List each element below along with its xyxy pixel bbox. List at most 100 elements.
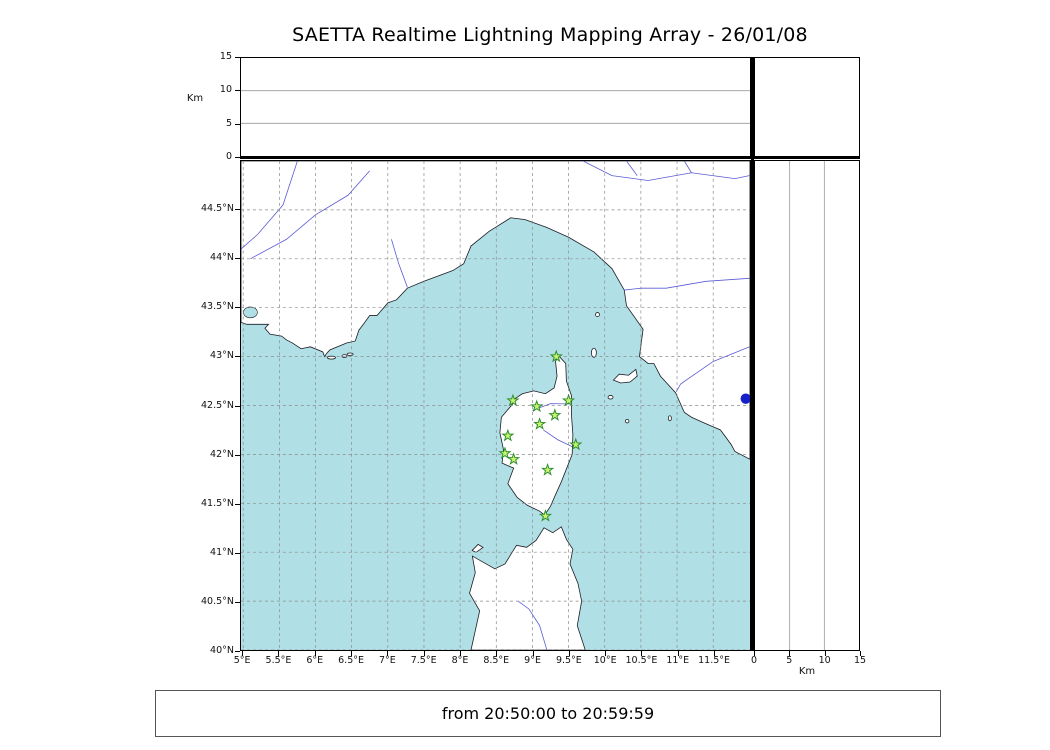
lon-tick-label: 9.5°E: [555, 655, 582, 666]
levant-island: [346, 352, 354, 356]
lon-tick-label: 7.5°E: [410, 655, 437, 666]
asinara-island: [471, 543, 484, 553]
lightning-source-dot: [740, 393, 750, 404]
time-range-bar: from 20:50:00 to 20:59:59: [155, 690, 941, 737]
river-tavignano: [543, 429, 573, 447]
river-rhone: [241, 161, 298, 250]
lat-tick-label: 40°N: [210, 645, 234, 656]
lon-axis-tick: [532, 651, 534, 656]
lat-tick-label: 42°N: [210, 448, 234, 460]
giglio-island: [667, 415, 672, 422]
lon-tick-label: 11.5°E: [698, 655, 731, 666]
lat-axis-tick: [235, 258, 240, 260]
altitude-tick-label: 10: [219, 84, 232, 96]
lat-axis-tick: [235, 405, 240, 407]
altitude-axis-tick: [235, 123, 240, 125]
river-po-tributary-1: [626, 161, 638, 176]
river-po-tributary-2: [683, 161, 692, 173]
lon-tick-label: 8.5°E: [483, 655, 510, 666]
station-marker: [561, 393, 576, 407]
elba-island: [612, 368, 638, 384]
station-markers: [498, 349, 583, 522]
lon-tick-label: 7°E: [378, 655, 396, 666]
land-masses: [241, 161, 750, 650]
lat-axis-tick: [235, 651, 240, 652]
station-marker: [507, 452, 521, 466]
altitude-axis-tick: [235, 57, 240, 58]
river-arno: [624, 277, 750, 291]
station-marker: [506, 393, 520, 407]
lat-tick-label: 40.5°N: [200, 595, 234, 607]
time-range-text: from 20:50:00 to 20:59:59: [441, 704, 655, 723]
lat-tick-label: 41°N: [210, 546, 234, 558]
lon-axis-tick: [714, 651, 716, 656]
altitude-axis-unit-label-top: Km: [186, 93, 204, 104]
station-marker: [530, 399, 544, 413]
lon-axis-tick: [641, 651, 643, 656]
lat-axis-tick: [235, 209, 240, 211]
altitude-axis-unit-label-right: Km: [798, 666, 816, 677]
altitude-tick-label: 0: [225, 151, 232, 162]
altitude-axis-tick: [860, 651, 861, 656]
station-marker: [538, 509, 553, 522]
panel-divider-horizontal: [240, 156, 860, 159]
lon-axis-tick: [278, 651, 280, 656]
map-gridlines: [241, 161, 750, 650]
lon-tick-label: 8°E: [451, 655, 469, 666]
station-marker: [548, 408, 562, 421]
lat-axis-tick: [235, 356, 240, 358]
map-panel: [240, 160, 751, 651]
altitude-tick-label: 5: [786, 655, 793, 666]
lon-tick-label: 10.5°E: [625, 655, 658, 666]
lon-axis-tick: [605, 651, 607, 656]
altitude-axis-tick: [754, 651, 755, 656]
panel-divider-vertical: [751, 57, 754, 651]
station-marker: [532, 417, 547, 430]
altitude-axis-tick: [235, 157, 240, 158]
altitude-tick-label: 0: [750, 655, 758, 666]
lon-axis-tick: [496, 651, 498, 656]
port-cros-island: [341, 354, 348, 358]
altitude-latitude-plot: [789, 161, 825, 650]
station-marker: [540, 463, 555, 476]
lon-axis-tick: [314, 651, 316, 656]
lon-axis-tick: [242, 651, 244, 656]
montecristo-island: [624, 418, 630, 424]
lat-axis-tick: [235, 552, 240, 554]
lat-tick-label: 44.5°N: [200, 203, 234, 215]
lon-tick-label: 6°E: [306, 655, 324, 666]
lon-axis-tick: [568, 651, 570, 656]
lon-axis-tick: [351, 651, 353, 656]
lon-tick-label: 11°E: [666, 655, 690, 666]
rivers: [241, 161, 750, 650]
sardinia-coastline: [469, 526, 586, 650]
capraia-island: [591, 347, 597, 358]
lat-axis-tick: [235, 503, 240, 505]
altitude-tick-label: 15: [853, 655, 867, 666]
lon-tick-label: 9°E: [524, 655, 541, 666]
lon-axis-tick: [677, 651, 679, 656]
lon-axis-tick: [423, 651, 425, 656]
lon-tick-label: 10°E: [593, 655, 617, 666]
altitude-longitude-panel: [240, 57, 751, 157]
river-ombrone: [675, 346, 750, 392]
station-marker: [501, 428, 515, 442]
station-marker: [498, 446, 512, 460]
pianosa-island: [607, 395, 614, 400]
lightning-sources: [740, 393, 750, 404]
altitude-longitude-plot: [241, 90, 750, 124]
station-marker: [549, 349, 563, 363]
lon-tick-label: 5.5°E: [265, 655, 292, 666]
lat-tick-label: 42.5°N: [200, 399, 234, 411]
altitude-tick-label: 5: [225, 117, 232, 129]
altitude-histogram-panel: [754, 57, 860, 157]
lat-tick-label: 43.5°N: [200, 301, 234, 313]
lat-axis-tick: [235, 601, 240, 603]
altitude-axis-tick: [789, 651, 791, 656]
river-var: [391, 239, 408, 288]
mainland-coastline: [241, 161, 750, 460]
altitude-tick-label: 10: [818, 655, 831, 666]
station-marker: [569, 437, 583, 451]
corsica-coastline: [499, 354, 574, 516]
